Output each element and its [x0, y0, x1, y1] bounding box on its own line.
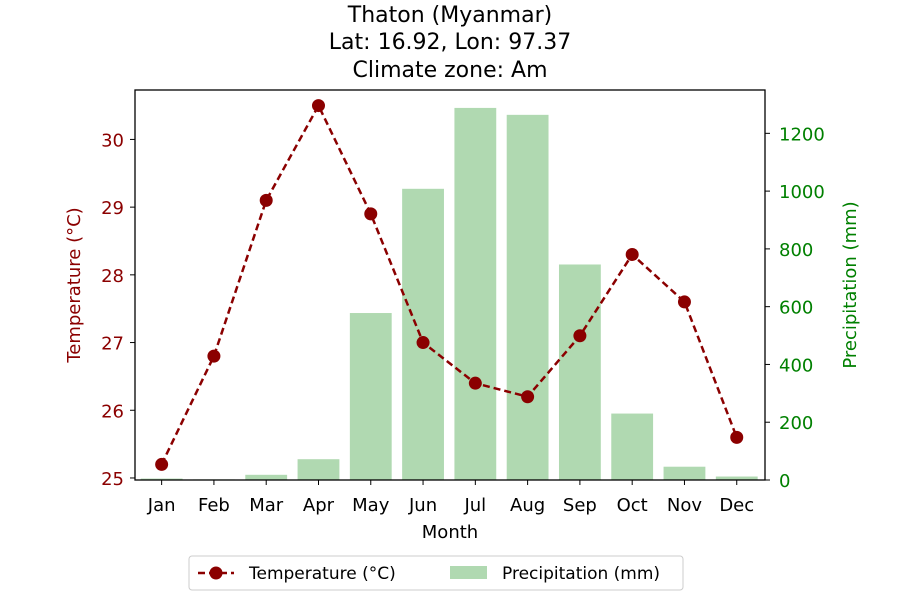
temperature-point-oct — [625, 248, 639, 262]
precipitation-bars — [140, 107, 758, 481]
precipitation-bar-sep — [558, 264, 601, 480]
y-axis-left-label: Temperature (°C) — [64, 207, 85, 363]
temperature-point-nov — [677, 295, 691, 309]
x-tick-label-may: May — [352, 495, 390, 516]
x-tick-label-jan: Jan — [147, 495, 176, 516]
y-right-tick-label-800: 800 — [779, 240, 813, 261]
precipitation-bar-aug — [506, 114, 549, 480]
legend-precipitation-label: Precipitation (mm) — [502, 564, 660, 584]
precipitation-bar-may — [349, 313, 392, 480]
chart-title-line-3: Climate zone: Am — [352, 58, 547, 83]
y-axis-right: 0 200 400 600 800 1000 1200 — [765, 124, 825, 492]
y-left-tick-label-30: 30 — [101, 130, 124, 151]
x-axis: Jan Feb Mar Apr May Jun Jul Aug Sep Oct Nov Dec — [147, 480, 754, 516]
x-tick-label-mar: Mar — [249, 495, 284, 516]
x-tick-label-sep: Sep — [563, 495, 597, 516]
temperature-point-feb — [207, 349, 221, 363]
legend-precipitation-swatch — [450, 566, 487, 579]
y-right-tick-label-1200: 1200 — [779, 124, 825, 145]
x-axis-label: Month — [422, 522, 478, 543]
y-right-tick-label-0: 0 — [779, 471, 790, 492]
precipitation-bar-jan — [140, 478, 183, 480]
temperature-point-jan — [155, 457, 169, 471]
temperature-point-jul — [468, 376, 482, 390]
temperature-line — [155, 99, 744, 471]
x-tick-label-feb: Feb — [198, 495, 230, 516]
y-left-tick-label-29: 29 — [101, 198, 124, 219]
y-axis-right-label: Precipitation (mm) — [840, 201, 861, 368]
temperature-point-sep — [573, 329, 587, 343]
chart-title: Thaton (Myanmar) Lat: 16.92, Lon: 97.37 … — [329, 3, 571, 83]
precipitation-bar-oct — [611, 413, 654, 480]
plot-border — [134, 89, 766, 481]
y-left-tick-label-25: 25 — [101, 469, 124, 490]
temperature-point-jun — [416, 336, 430, 350]
chart-title-line-2: Lat: 16.92, Lon: 97.37 — [329, 30, 571, 55]
temperature-series-line — [160, 104, 738, 465]
temperature-point-aug — [521, 390, 535, 404]
x-tick-label-oct: Oct — [617, 495, 648, 516]
legend-temperature-label: Temperature (°C) — [248, 564, 396, 584]
precipitation-bar-mar — [245, 474, 288, 480]
precipitation-bar-dec — [715, 476, 758, 480]
x-tick-label-jun: Jun — [408, 495, 437, 516]
y-right-tick-label-200: 200 — [779, 413, 813, 434]
y-left-tick-label-28: 28 — [101, 266, 124, 287]
plot-frame — [134, 89, 766, 481]
precipitation-bar-jun — [402, 188, 444, 481]
legend: Temperature (°C) Precipitation (mm) — [188, 555, 684, 591]
x-tick-label-nov: Nov — [667, 495, 702, 516]
temperature-point-apr — [311, 99, 325, 113]
chart-title-line-1: Thaton (Myanmar) — [347, 3, 552, 28]
y-right-tick-label-400: 400 — [779, 355, 813, 376]
y-left-tick-label-27: 27 — [101, 334, 124, 355]
y-left-tick-label-26: 26 — [101, 401, 124, 422]
legend-temperature-marker — [209, 566, 223, 580]
temperature-point-dec — [730, 430, 744, 444]
y-right-tick-label-1000: 1000 — [779, 182, 825, 203]
x-tick-label-aug: Aug — [510, 495, 545, 516]
temperature-point-mar — [259, 193, 273, 207]
temperature-point-may — [364, 207, 378, 221]
precipitation-bar-jul — [454, 107, 497, 481]
x-tick-label-apr: Apr — [303, 495, 335, 516]
precipitation-bar-apr — [297, 459, 340, 480]
y-axis-left: 25 26 27 28 29 30 — [101, 130, 135, 490]
x-tick-label-jul: Jul — [463, 495, 486, 516]
y-right-tick-label-600: 600 — [779, 298, 813, 319]
precipitation-bar-nov — [663, 466, 706, 480]
legend-box — [188, 555, 684, 591]
x-tick-label-dec: Dec — [719, 495, 754, 516]
